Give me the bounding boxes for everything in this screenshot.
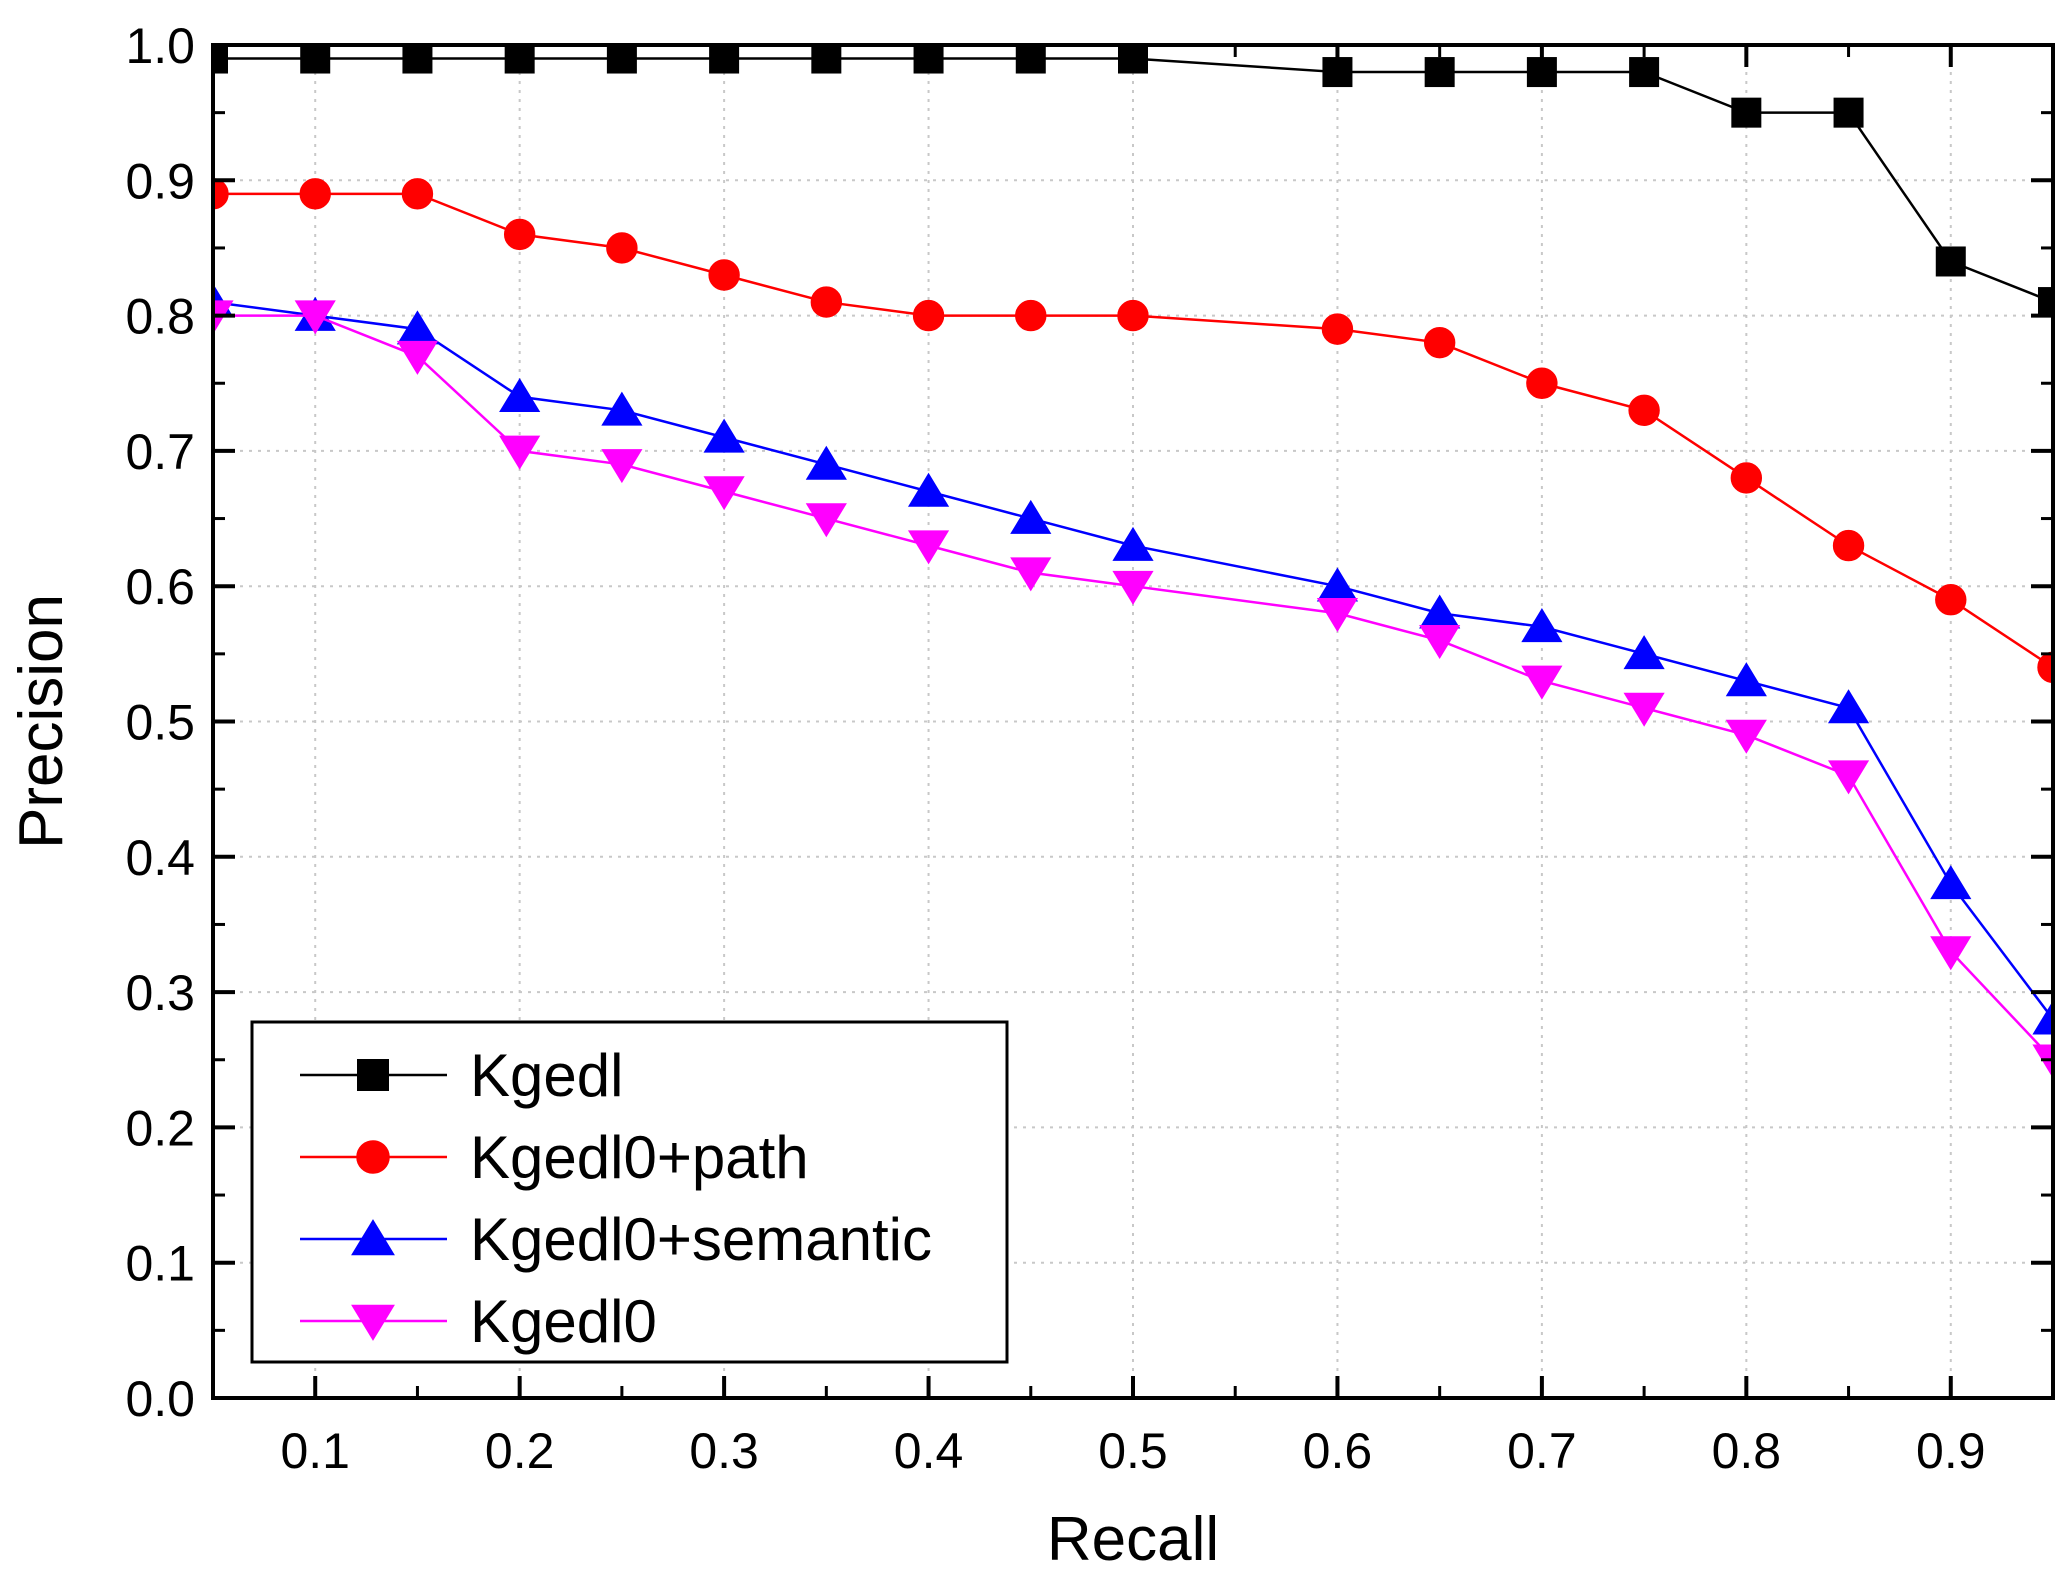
- data-point-kgedl: [1629, 57, 1660, 88]
- series-line-kgedl0: [213, 314, 2053, 1061]
- y-axis-title: Precision: [7, 594, 76, 849]
- data-point-kgedl0-path: [401, 178, 434, 210]
- data-point-kgedl0: [703, 476, 745, 511]
- data-point-kgedl0-semantic: [601, 391, 643, 426]
- data-point-kgedl0-path: [1321, 313, 1354, 345]
- x-tick-label: 0.3: [689, 1423, 759, 1479]
- data-point-kgedl: [1015, 45, 1046, 74]
- series-line-kgedl0-semantic: [213, 300, 2053, 1020]
- data-point-kgedl0-semantic: [703, 418, 745, 453]
- data-point-kgedl0-semantic: [1725, 662, 1767, 697]
- y-tick-label: 0.1: [125, 1236, 195, 1292]
- series-layer: [213, 45, 2053, 1079]
- data-point-kgedl0: [1316, 597, 1359, 632]
- data-point-kgedl0: [1112, 570, 1154, 605]
- y-tick-label: 0.6: [125, 559, 195, 615]
- data-point-kgedl0-semantic: [1623, 635, 1665, 670]
- data-point-kgedl: [2038, 287, 2053, 318]
- data-point-kgedl0: [499, 435, 541, 470]
- data-point-kgedl0: [1521, 665, 1563, 700]
- series-kgedl0-path: [213, 178, 2053, 684]
- data-point-kgedl0: [1827, 760, 1870, 795]
- series-line-kgedl0-path: [213, 192, 2053, 669]
- legend-label-kgedl0-path: Kgedl0+path: [470, 1124, 809, 1191]
- legend-marker-kgedl0-path: [356, 1140, 390, 1174]
- data-point-kgedl0-semantic: [1112, 526, 1154, 561]
- data-point-kgedl0: [907, 530, 950, 565]
- series-line-kgedl: [213, 57, 2053, 304]
- y-tick-label: 1.0: [125, 18, 195, 74]
- data-point-kgedl0-semantic: [499, 378, 541, 413]
- data-point-kgedl0: [396, 340, 439, 375]
- x-tick-label: 0.5: [1098, 1423, 1168, 1479]
- data-point-kgedl0: [805, 503, 847, 538]
- data-point-kgedl0-path: [1628, 394, 1660, 427]
- legend-label-kgedl0-semantic: Kgedl0+semantic: [470, 1206, 932, 1273]
- data-point-kgedl0-path: [503, 218, 536, 251]
- data-point-kgedl: [1833, 97, 1864, 128]
- data-point-kgedl0: [1930, 936, 1972, 971]
- data-point-kgedl: [1731, 97, 1762, 128]
- data-point-kgedl0-path: [2037, 651, 2053, 684]
- x-axis-title: Recall: [1047, 1505, 1219, 1574]
- series-kgedl: [213, 45, 2053, 318]
- data-point-kgedl0: [1010, 557, 1052, 592]
- data-point-kgedl0-semantic: [1930, 865, 1972, 900]
- legend-marker-kgedl0: [351, 1304, 395, 1341]
- data-point-kgedl0-path: [606, 232, 638, 264]
- data-point-kgedl: [300, 45, 331, 74]
- y-tick-label: 0.9: [125, 153, 195, 209]
- y-tick-label: 0.8: [125, 289, 195, 345]
- y-tick-label: 0.5: [125, 695, 195, 751]
- data-point-kgedl0-semantic: [805, 445, 847, 480]
- legend-label-kgedl: Kgedl: [470, 1042, 623, 1109]
- legend: Kgedl Kgedl0+path Kgedl0+semantic Kgedl0: [250, 1020, 1009, 1364]
- y-tick-label: 0.4: [125, 830, 195, 886]
- data-point-kgedl0-path: [1117, 299, 1149, 332]
- x-tick-label: 0.2: [485, 1423, 555, 1479]
- series-kgedl0-semantic: [213, 283, 2053, 1035]
- data-point-kgedl0-semantic: [1010, 499, 1052, 534]
- data-point-kgedl: [213, 45, 228, 74]
- data-point-kgedl0-path: [1015, 299, 1047, 332]
- y-tick-label: 0.2: [125, 1100, 195, 1156]
- data-point-kgedl0-path: [708, 259, 740, 291]
- y-tick-label: 0.7: [125, 424, 195, 480]
- legend-marker-kgedl0-semantic: [351, 1219, 395, 1256]
- x-tick-label: 0.6: [1303, 1423, 1373, 1479]
- y-tick-label: 0.3: [125, 965, 195, 1021]
- x-tick-label: 0.4: [894, 1423, 964, 1479]
- data-point-kgedl0-path: [1423, 326, 1456, 359]
- x-tick-label: 0.9: [1916, 1423, 1986, 1479]
- data-point-kgedl0: [601, 449, 643, 484]
- data-point-kgedl: [606, 45, 637, 74]
- data-point-kgedl: [1424, 57, 1455, 88]
- data-point-kgedl0-semantic: [1827, 689, 1870, 724]
- data-point-kgedl0: [1725, 719, 1767, 754]
- legend-label-kgedl0: Kgedl0: [470, 1288, 657, 1355]
- x-tick-label: 0.1: [280, 1423, 350, 1479]
- data-point-kgedl0-path: [1730, 462, 1763, 494]
- x-tick-label: 0.7: [1507, 1423, 1577, 1479]
- axis-ticks: 0.0 0.1 0.2 0.3 0.4 0.5 0.6 0.7 0.8 0.9 1.0 0.1 0.2 0…: [125, 18, 2053, 1479]
- data-point-kgedl0-semantic: [1521, 608, 1563, 643]
- y-tick-label: 0.0: [125, 1371, 195, 1427]
- legend-marker-kgedl: [357, 1059, 389, 1091]
- data-point-kgedl0: [294, 300, 336, 335]
- data-point-kgedl0-path: [299, 178, 331, 210]
- data-point-kgedl0-semantic: [907, 472, 950, 507]
- x-tick-label: 0.8: [1712, 1423, 1782, 1479]
- data-point-kgedl: [1935, 246, 1966, 277]
- data-point-kgedl0-path: [810, 286, 843, 318]
- data-point-kgedl0: [1419, 625, 1461, 660]
- data-point-kgedl0: [1623, 692, 1665, 727]
- data-point-kgedl0-path: [1935, 584, 1967, 616]
- data-point-kgedl0-path: [1832, 529, 1865, 562]
- data-point-kgedl0-path: [912, 299, 945, 332]
- data-point-kgedl0-path: [1526, 367, 1558, 399]
